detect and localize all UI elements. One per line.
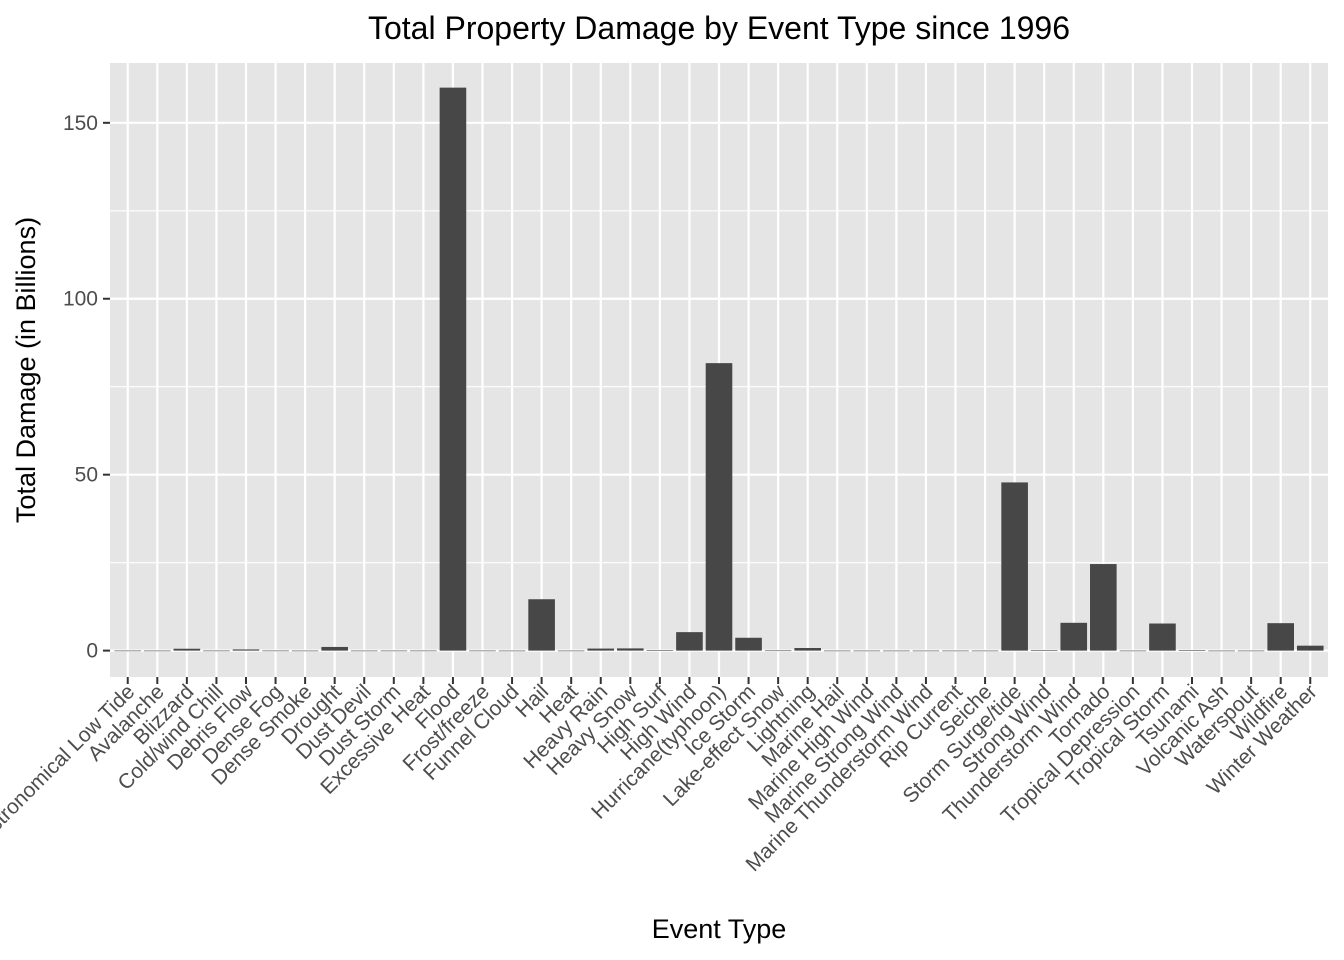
bar (912, 650, 940, 652)
bar (469, 650, 496, 652)
bar (1208, 650, 1235, 652)
bar (1267, 623, 1295, 651)
bar (1178, 650, 1206, 651)
bars (114, 87, 1324, 652)
y-tick-label: 150 (63, 112, 98, 135)
bar (735, 637, 762, 651)
bar (646, 650, 674, 651)
y-tick-label: 100 (63, 288, 98, 311)
bar (1030, 649, 1058, 651)
bar (410, 650, 437, 652)
bar (114, 650, 142, 652)
x-axis-title: Event Type (652, 914, 787, 944)
y-tick-label: 0 (86, 640, 98, 663)
chart-title: Total Property Damage by Event Type sinc… (368, 10, 1070, 46)
bar (232, 649, 260, 651)
bar (1119, 650, 1147, 652)
bar (587, 648, 615, 651)
bar (971, 650, 999, 652)
bar (350, 650, 378, 652)
grid-major (110, 63, 1328, 677)
bar (321, 646, 348, 651)
bar (794, 648, 821, 651)
bar (1149, 623, 1176, 651)
bar (617, 648, 644, 651)
bar (203, 650, 230, 652)
y-axis-title: Total Damage (in Billions) (11, 217, 41, 523)
bar (1001, 482, 1028, 651)
x-tick-label: Astronomical Low Tide (0, 680, 139, 846)
y-axis: 0 50 100 150 (63, 112, 110, 663)
bar (823, 650, 851, 652)
bar (705, 363, 733, 651)
bar (853, 650, 881, 652)
bar (883, 650, 910, 652)
y-tick-label: 50 (75, 464, 98, 487)
bar (942, 650, 969, 652)
bar (291, 650, 319, 652)
bar (173, 648, 201, 651)
bar (498, 650, 526, 652)
x-axis: Astronomical Low TideAvalancheBlizzardCo… (0, 677, 1322, 876)
bar (1060, 622, 1088, 651)
bar (676, 632, 703, 651)
bar (439, 87, 467, 651)
bar (764, 650, 792, 652)
bar (557, 650, 585, 652)
bar (1296, 645, 1324, 651)
bar (262, 650, 289, 652)
bar (1237, 650, 1265, 652)
bar (143, 650, 171, 652)
bar (528, 599, 555, 651)
bar (380, 650, 408, 652)
bar (1090, 564, 1117, 651)
